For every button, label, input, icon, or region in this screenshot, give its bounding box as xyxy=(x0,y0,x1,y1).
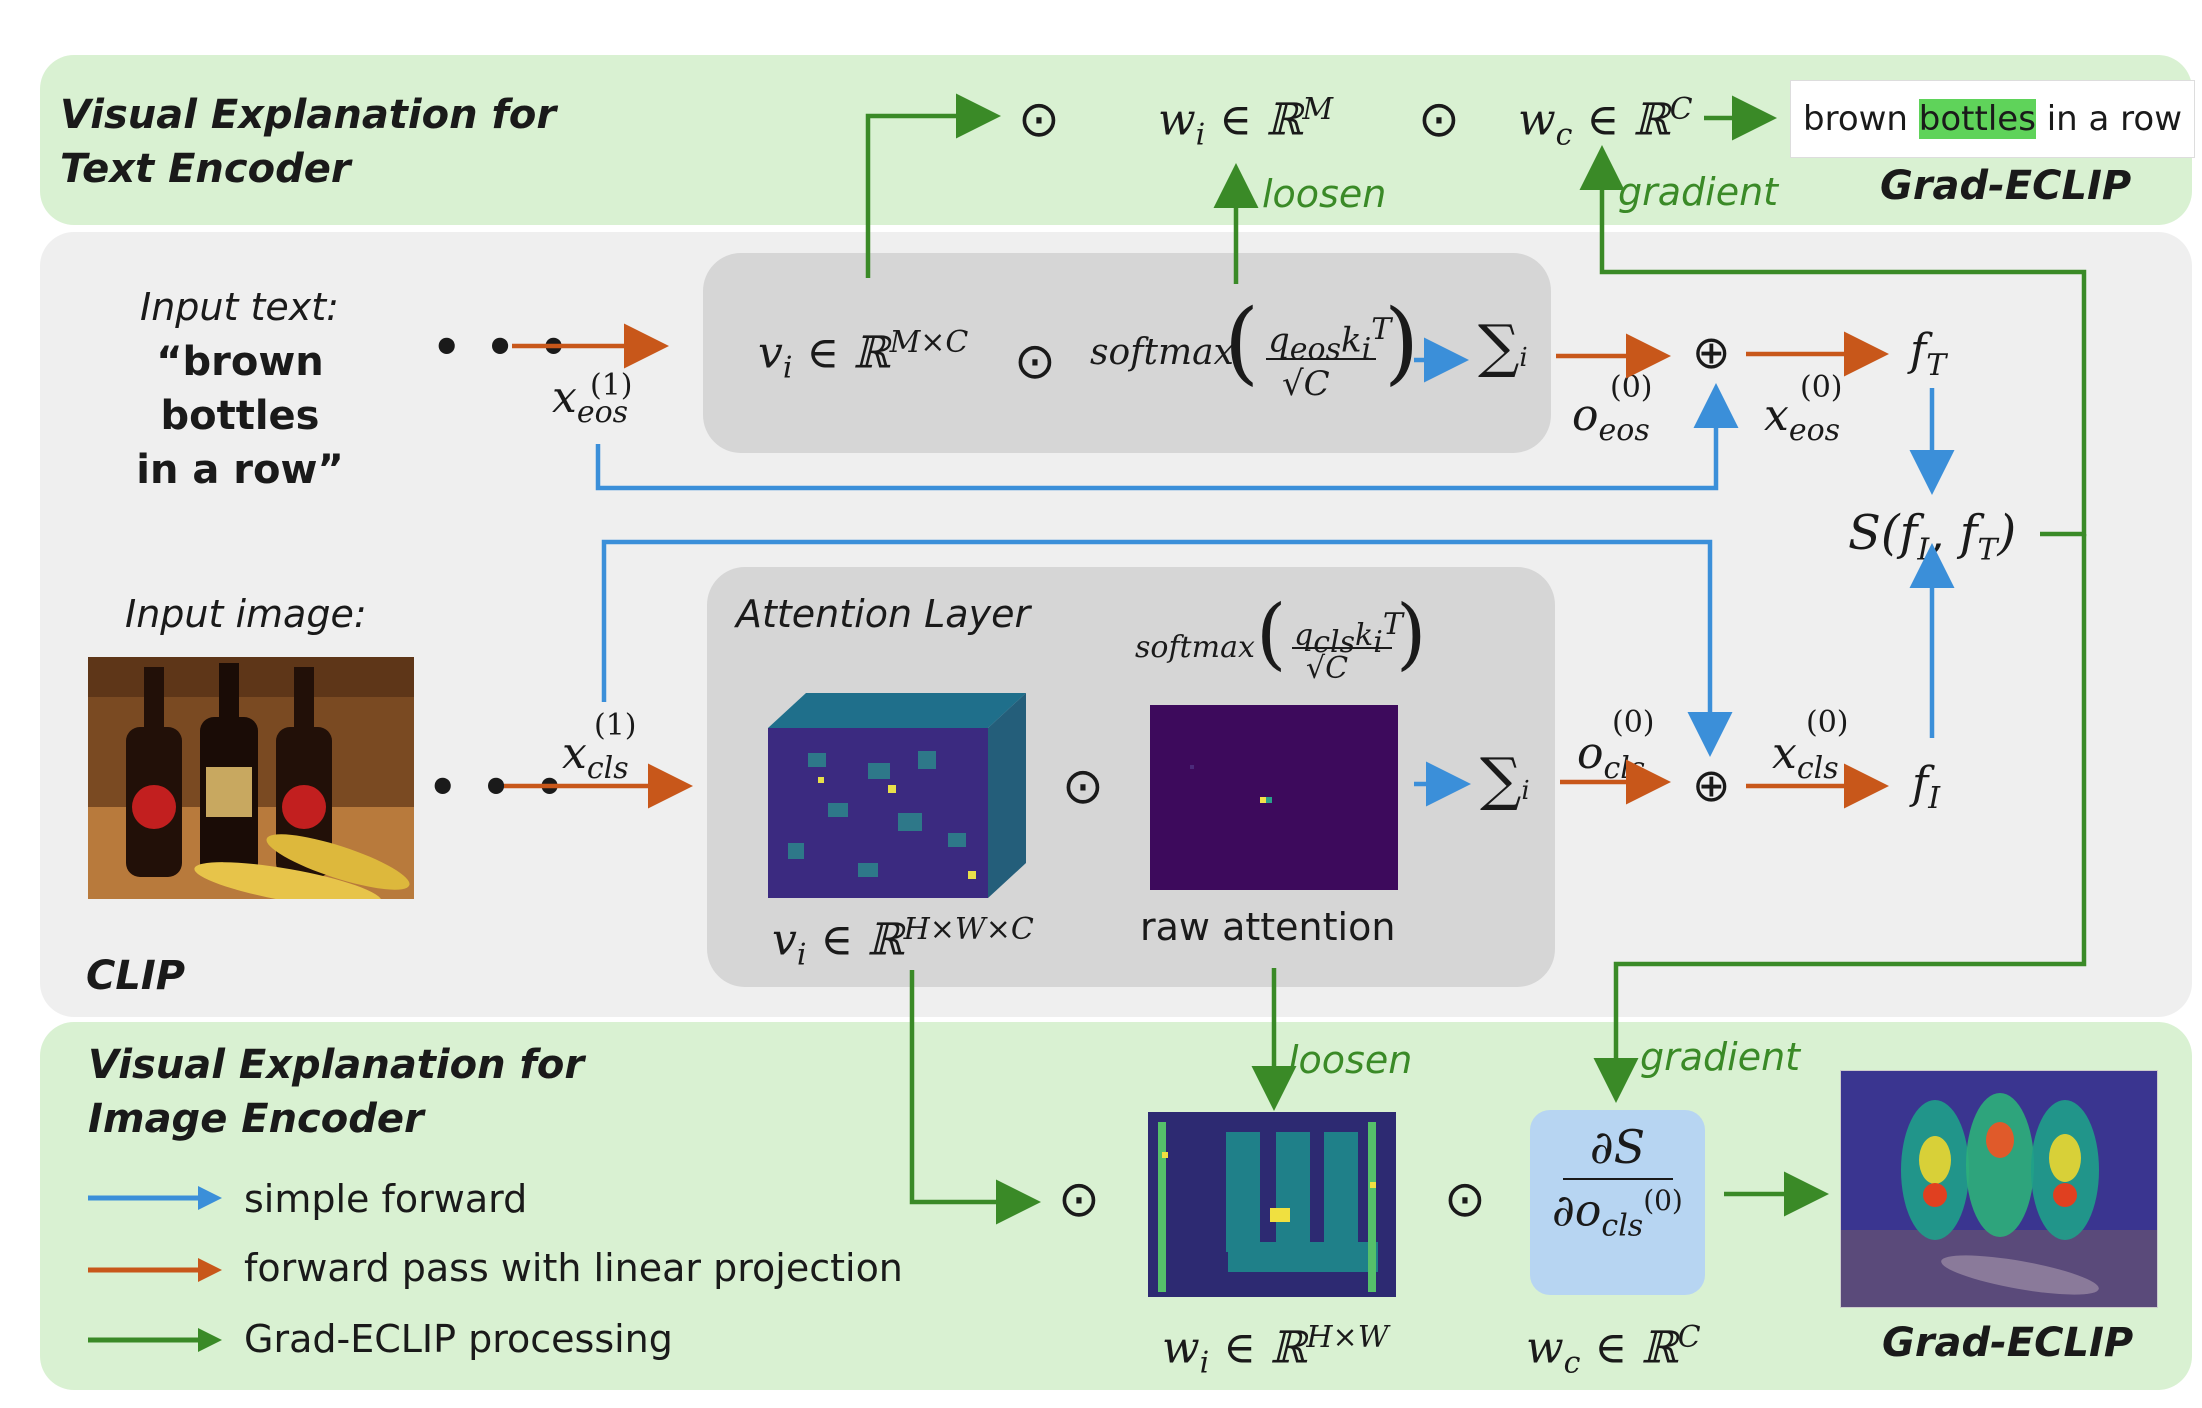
sum-text: ∑i xyxy=(1478,312,1528,380)
loosen-bottom-label: loosen xyxy=(1288,1038,1413,1082)
text-panel-title: Visual Explanation for Text Encoder xyxy=(60,92,557,192)
oplus-image: ⊕ xyxy=(1692,758,1731,812)
f-T: fT xyxy=(1910,325,1947,383)
x-eos-1: xeos xyxy=(552,372,629,430)
text-word-in-a-row: in a row xyxy=(2046,99,2183,139)
gradient-fraction: ∂S ∂ocls(0) xyxy=(1552,1120,1683,1244)
arrow-green-gradient xyxy=(1579,145,2087,537)
loosened-attention-map xyxy=(1148,1112,1396,1297)
odot-bottom-2: ⊙ xyxy=(1444,1170,1486,1228)
softmax-image: softmax xyxy=(1135,630,1255,665)
arrow-text-residual xyxy=(595,383,1739,491)
grad-eclip-image-caption: Grad-ECLIP xyxy=(1882,1320,2134,1366)
legend-linear-projection: forward pass with linear projection xyxy=(244,1246,903,1290)
legend-simple-forward: simple forward xyxy=(244,1177,528,1221)
legend-arrow-green xyxy=(88,1328,222,1352)
legend-arrow-blue xyxy=(88,1186,222,1210)
vi-image: vi ∈ ℝH×W×C xyxy=(772,912,1034,973)
text-attention-box xyxy=(703,253,1551,453)
attention-layer-label: Attention Layer xyxy=(736,592,1031,636)
clip-label: CLIP xyxy=(86,953,186,999)
input-text-quote: “brown bottles in a row” xyxy=(136,339,344,493)
arrow-green-gradient-img xyxy=(1593,534,2087,1103)
grad-eclip-text-caption: Grad-ECLIP xyxy=(1880,163,2132,209)
x-cls-1: xcls xyxy=(562,728,629,786)
legend-grad-eclip: Grad-ECLIP processing xyxy=(244,1317,673,1361)
gradient-top-label: gradient xyxy=(1618,170,1779,214)
raw-attention-map xyxy=(1150,705,1398,890)
input-image-label: Input image: xyxy=(125,592,367,636)
o-cls-0-sup: (0) xyxy=(1612,705,1655,740)
raw-attention-label: raw attention xyxy=(1140,905,1396,949)
wc-text: wc ∈ ℝC xyxy=(1518,92,1693,153)
odot-image-1: ⊙ xyxy=(1062,757,1104,815)
loosen-top-label: loosen xyxy=(1262,172,1387,216)
input-text-label: Input text: xyxy=(140,285,339,329)
image-heatmap-output xyxy=(1840,1070,2158,1308)
x-cls-0: xcls xyxy=(1772,728,1839,786)
odot-text-1: ⊙ xyxy=(1014,332,1056,390)
arrow-image-residual xyxy=(601,539,1733,757)
vi-text: vi ∈ ℝM×C xyxy=(758,325,969,386)
legend-arrow-orange xyxy=(88,1258,222,1282)
o-eos-0: oeos xyxy=(1572,390,1650,448)
x-cls-0-sup: (0) xyxy=(1806,705,1849,740)
text-heatmap-output: brown bottles in a row xyxy=(1790,80,2196,158)
text-word-bottles: bottles xyxy=(1918,99,2036,139)
odot-bottom-1: ⊙ xyxy=(1058,1170,1100,1228)
arrow-green-vi-top xyxy=(865,93,1001,278)
wc-image: wc ∈ ℝC xyxy=(1526,1320,1701,1381)
text-word-brown: brown xyxy=(1803,99,1908,139)
input-image xyxy=(88,657,414,899)
softmax-text: softmax xyxy=(1090,332,1234,373)
x-eos-1-sup: (1) xyxy=(590,368,633,403)
x-cls-1-sup: (1) xyxy=(594,708,637,743)
f-I: fI xyxy=(1912,758,1941,816)
wi-text: wi ∈ ℝM xyxy=(1158,92,1334,153)
x-eos-0: xeos xyxy=(1764,390,1841,448)
gradient-box xyxy=(1530,1110,1705,1295)
gradient-bottom-label: gradient xyxy=(1640,1035,1801,1079)
image-panel-title: Visual Explanation for Image Encoder xyxy=(88,1042,585,1142)
odot-top-2: ⊙ xyxy=(1418,90,1460,148)
image-explanation-panel xyxy=(40,1022,2192,1390)
sum-image: ∑i xyxy=(1480,745,1530,813)
oplus-text: ⊕ xyxy=(1692,325,1731,379)
wi-image: wi ∈ ℝH×W xyxy=(1162,1320,1389,1381)
arrow-green-vi-bottom xyxy=(909,970,1041,1225)
value-cube xyxy=(768,693,1026,898)
odot-top-1: ⊙ xyxy=(1018,90,1060,148)
x-eos-0-sup: (0) xyxy=(1800,370,1843,405)
